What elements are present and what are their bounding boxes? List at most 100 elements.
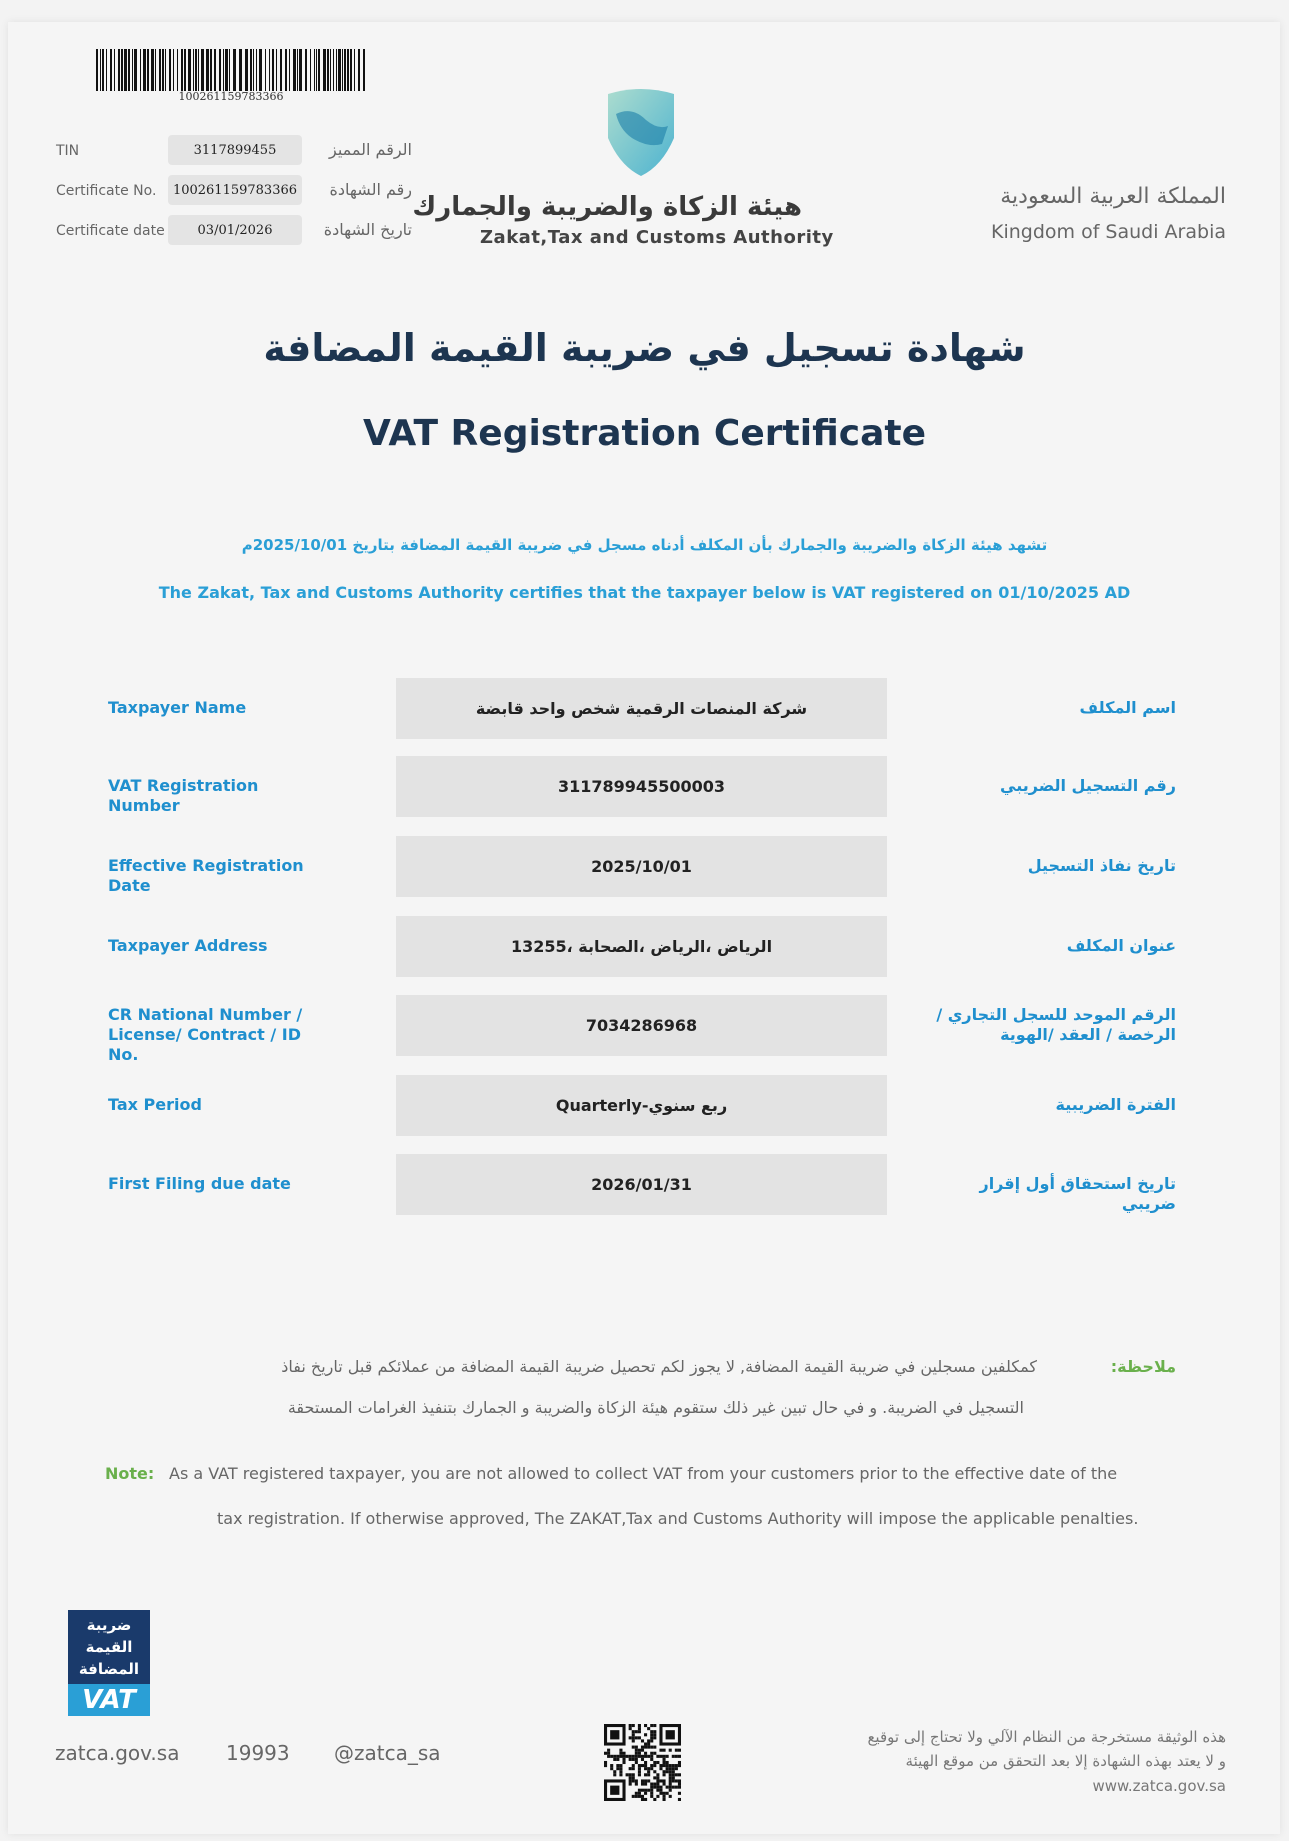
barcode-bar bbox=[193, 49, 194, 91]
kingdom-name-ar: المملكة العربية السعودية bbox=[1000, 184, 1226, 209]
qr-module bbox=[637, 1791, 641, 1795]
footer-social-handle[interactable]: @zatca_sa bbox=[334, 1741, 441, 1765]
qr-module bbox=[640, 1739, 645, 1743]
qr-module bbox=[640, 1754, 645, 1758]
qr-module bbox=[640, 1788, 645, 1792]
barcode-bar bbox=[289, 49, 290, 91]
qr-module bbox=[644, 1751, 648, 1755]
qr-module bbox=[671, 1767, 675, 1771]
qr-module bbox=[671, 1770, 675, 1774]
qr-module bbox=[644, 1724, 648, 1728]
qr-module bbox=[665, 1760, 669, 1765]
qr-module bbox=[656, 1794, 660, 1798]
qr-module bbox=[637, 1730, 641, 1734]
qr-module bbox=[640, 1779, 645, 1783]
qr-module bbox=[668, 1794, 672, 1798]
barcode-bar bbox=[280, 49, 282, 91]
qr-module bbox=[650, 1764, 654, 1768]
certificate-date-label-ar: تاريخ الشهادة bbox=[323, 220, 412, 239]
qr-module bbox=[671, 1754, 675, 1758]
barcode-bar bbox=[276, 49, 277, 91]
barcode-bar bbox=[314, 49, 315, 91]
qr-module bbox=[647, 1754, 651, 1758]
qr-module bbox=[653, 1760, 657, 1765]
tin-label-ar: الرقم المميز bbox=[328, 140, 412, 159]
row-label-en: VAT Registration Number bbox=[108, 776, 259, 815]
barcode-bar bbox=[259, 49, 262, 91]
qr-module bbox=[637, 1767, 641, 1771]
row-label-en: First Filing due date bbox=[108, 1174, 291, 1193]
barcode-bar bbox=[285, 49, 287, 91]
qr-module bbox=[665, 1785, 669, 1789]
qr-module bbox=[644, 1788, 648, 1792]
qr-module bbox=[662, 1748, 666, 1752]
barcode-bar bbox=[165, 49, 166, 91]
qr-module bbox=[662, 1773, 666, 1777]
qr-module bbox=[637, 1736, 641, 1740]
row-value-text: 2026/01/31 bbox=[591, 1175, 692, 1194]
qr-module bbox=[677, 1773, 681, 1777]
qr-module bbox=[668, 1788, 672, 1792]
qr-module bbox=[677, 1785, 681, 1789]
qr-module bbox=[650, 1788, 654, 1792]
qr-module bbox=[647, 1779, 651, 1783]
qr-module bbox=[659, 1767, 663, 1771]
footer-disclaimer-url[interactable]: www.zatca.gov.sa bbox=[1092, 1777, 1226, 1795]
qr-module bbox=[644, 1779, 648, 1783]
barcode-bar bbox=[272, 49, 274, 91]
qr-module bbox=[659, 1748, 663, 1752]
qr-module bbox=[653, 1797, 657, 1801]
qr-module bbox=[653, 1770, 657, 1774]
qr-module bbox=[634, 1730, 638, 1734]
barcode-bar bbox=[330, 49, 331, 91]
barcode-bar bbox=[265, 49, 266, 91]
vat-logo-ar-2: القيمة bbox=[85, 1638, 133, 1656]
barcode-bar bbox=[297, 49, 298, 91]
barcode-bar bbox=[323, 49, 326, 91]
row-label-en: Tax Period bbox=[108, 1095, 202, 1114]
qr-module bbox=[656, 1779, 660, 1783]
footer-website[interactable]: zatca.gov.sa bbox=[55, 1741, 180, 1765]
qr-module bbox=[674, 1764, 678, 1768]
qr-module bbox=[668, 1764, 672, 1768]
barcode-bar bbox=[363, 49, 365, 91]
barcode-bar bbox=[201, 49, 204, 91]
qr-module bbox=[637, 1764, 641, 1768]
qr-module bbox=[653, 1730, 657, 1734]
qr-module bbox=[671, 1776, 675, 1780]
qr-module bbox=[662, 1797, 666, 1801]
row-value-text: شركة المنصات الرقمية شخص واحد قابضة bbox=[475, 699, 808, 718]
qr-module bbox=[662, 1757, 666, 1761]
qr-module bbox=[631, 1733, 635, 1737]
qr-module bbox=[647, 1788, 651, 1792]
barcode-bar bbox=[100, 49, 101, 91]
certify-statement-ar: تشهد هيئة الزكاة والضريبة والجمارك بأن ا… bbox=[241, 536, 1048, 554]
qr-module bbox=[674, 1748, 678, 1752]
qr-module bbox=[677, 1754, 681, 1758]
qr-module bbox=[631, 1745, 635, 1749]
qr-module bbox=[662, 1791, 666, 1795]
barcode-bar bbox=[195, 49, 197, 91]
barcode-bar bbox=[336, 49, 337, 91]
barcode-bar bbox=[344, 49, 346, 91]
zatca-logo-icon bbox=[608, 89, 674, 176]
row-value-text: 2025/10/01 bbox=[591, 857, 692, 876]
row-label-ar: تاريخ نفاذ التسجيل bbox=[1027, 856, 1176, 875]
qr-module bbox=[650, 1767, 654, 1771]
qr-module bbox=[628, 1767, 632, 1771]
qr-module bbox=[650, 1751, 654, 1755]
qr-module bbox=[650, 1733, 654, 1737]
barcode-bar bbox=[128, 49, 130, 91]
barcode-bar bbox=[159, 49, 161, 91]
qr-module bbox=[659, 1788, 663, 1792]
qr-module bbox=[628, 1779, 632, 1783]
barcode-bar bbox=[102, 49, 104, 91]
qr-module bbox=[677, 1782, 681, 1786]
barcode-bar bbox=[181, 49, 183, 91]
qr-module bbox=[668, 1785, 672, 1789]
qr-module bbox=[610, 1767, 614, 1771]
qr-module bbox=[668, 1779, 672, 1783]
qr-module bbox=[628, 1727, 632, 1731]
qr-module bbox=[607, 1754, 611, 1758]
qr-module bbox=[625, 1773, 629, 1777]
